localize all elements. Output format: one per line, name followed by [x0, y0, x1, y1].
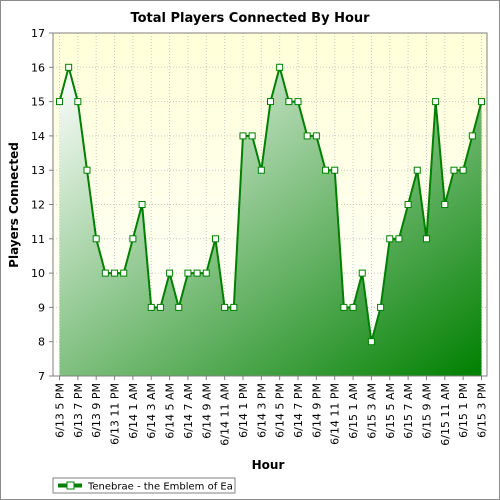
y-tick-label: 16	[31, 61, 45, 74]
data-point	[138, 201, 146, 208]
data-point	[322, 166, 330, 174]
data-point	[257, 166, 265, 174]
x-tick-label: 6/15 9 AM	[420, 383, 433, 439]
data-point	[211, 235, 219, 243]
data-point	[175, 303, 183, 311]
x-tick-label: 6/14 11 PM	[329, 383, 342, 445]
data-point	[377, 303, 385, 311]
data-point	[459, 166, 467, 174]
data-point	[92, 235, 100, 243]
x-tick-label: 6/14 5 AM	[164, 383, 177, 439]
x-tick-label: 6/14 1 AM	[127, 383, 140, 439]
x-tick-label: 6/15 5 AM	[384, 383, 397, 439]
x-tick-label: 6/14 9 PM	[310, 383, 323, 438]
y-tick-label: 17	[31, 27, 45, 40]
data-point	[413, 166, 421, 174]
data-point	[404, 201, 412, 208]
data-point	[422, 235, 430, 243]
data-point	[56, 98, 63, 106]
x-tick-label: 6/13 7 PM	[72, 383, 85, 438]
y-tick-label: 15	[31, 96, 45, 109]
data-point	[239, 132, 247, 140]
data-point	[276, 63, 284, 71]
x-tick-label: 6/13 9 PM	[90, 383, 103, 438]
x-tick-label: 6/14 7 PM	[292, 383, 305, 438]
data-point	[101, 269, 109, 277]
x-tick-label: 6/14 1 PM	[237, 383, 250, 438]
x-tick-label: 6/15 1 PM	[457, 383, 470, 438]
legend-box	[52, 477, 236, 494]
data-point	[166, 269, 174, 277]
data-point	[285, 98, 293, 106]
legend-entry-label: Tenebrae - the Emblem of Ea	[87, 482, 233, 493]
legend-swatch-marker	[66, 481, 75, 490]
data-point	[478, 98, 485, 106]
data-point	[156, 303, 164, 311]
x-tick-label: 6/13 5 PM	[54, 383, 67, 438]
data-point	[432, 98, 440, 106]
x-axis-ticks: 6/13 5 PM 6/13 7 PM 6/13 9 PM 6/13 11 PM 6/1…	[54, 376, 489, 446]
data-point	[349, 303, 357, 311]
data-point	[65, 63, 73, 71]
data-point	[358, 269, 366, 277]
data-point	[303, 132, 311, 140]
data-point	[248, 132, 256, 140]
x-tick-label: 6/14 11 AM	[219, 383, 232, 446]
y-tick-label: 8	[38, 336, 45, 349]
y-tick-label: 9	[38, 301, 45, 314]
x-tick-label: 6/14 3 AM	[145, 383, 158, 439]
x-tick-label: 6/15 3 PM	[476, 383, 489, 438]
data-point	[193, 269, 201, 277]
data-point	[111, 269, 119, 277]
data-point	[230, 303, 238, 311]
x-tick-label: 6/14 7 AM	[182, 383, 195, 439]
data-point	[386, 235, 394, 243]
y-tick-label: 7	[38, 370, 45, 383]
series-area	[59, 67, 482, 377]
data-point	[441, 201, 449, 208]
x-tick-label: 6/15 7 AM	[402, 383, 415, 439]
y-tick-label: 10	[31, 267, 45, 280]
x-tick-label: 6/15 1 AM	[347, 383, 360, 439]
data-point	[184, 269, 192, 277]
data-point	[120, 269, 128, 277]
y-axis-ticks: 7 8 9 10 11 12 13 14 15 16 17	[31, 27, 53, 383]
data-point	[450, 166, 458, 174]
data-point	[221, 303, 229, 311]
y-tick-label: 14	[31, 130, 45, 143]
data-point	[331, 166, 339, 174]
x-tick-label: 6/14 9 AM	[200, 383, 213, 439]
x-tick-label: 6/14 5 PM	[274, 383, 287, 438]
data-point	[367, 338, 375, 346]
data-point	[83, 166, 91, 174]
data-point	[74, 98, 82, 106]
data-point	[395, 235, 403, 243]
data-point	[129, 235, 137, 243]
data-point	[267, 98, 274, 106]
x-tick-label: 6/14 3 PM	[255, 383, 268, 438]
data-point	[294, 98, 302, 106]
data-point	[312, 132, 320, 140]
data-point	[202, 269, 210, 277]
x-tick-label: 6/13 11 PM	[109, 383, 122, 445]
data-point	[147, 303, 155, 311]
x-tick-label: 6/15 11 AM	[439, 383, 452, 446]
chart-title: Total Players Connected By Hour	[130, 11, 370, 26]
y-tick-label: 11	[31, 233, 45, 246]
y-tick-label: 12	[31, 199, 45, 212]
y-tick-label: 13	[31, 164, 45, 177]
legend: Tenebrae - the Emblem of Ea	[52, 477, 236, 494]
series-points	[56, 63, 485, 346]
data-point	[468, 132, 476, 140]
x-axis-label: Hour	[252, 458, 285, 472]
x-tick-label: 6/15 3 AM	[365, 383, 378, 439]
data-point	[340, 303, 348, 311]
y-axis-label: Players Connected	[7, 142, 21, 268]
